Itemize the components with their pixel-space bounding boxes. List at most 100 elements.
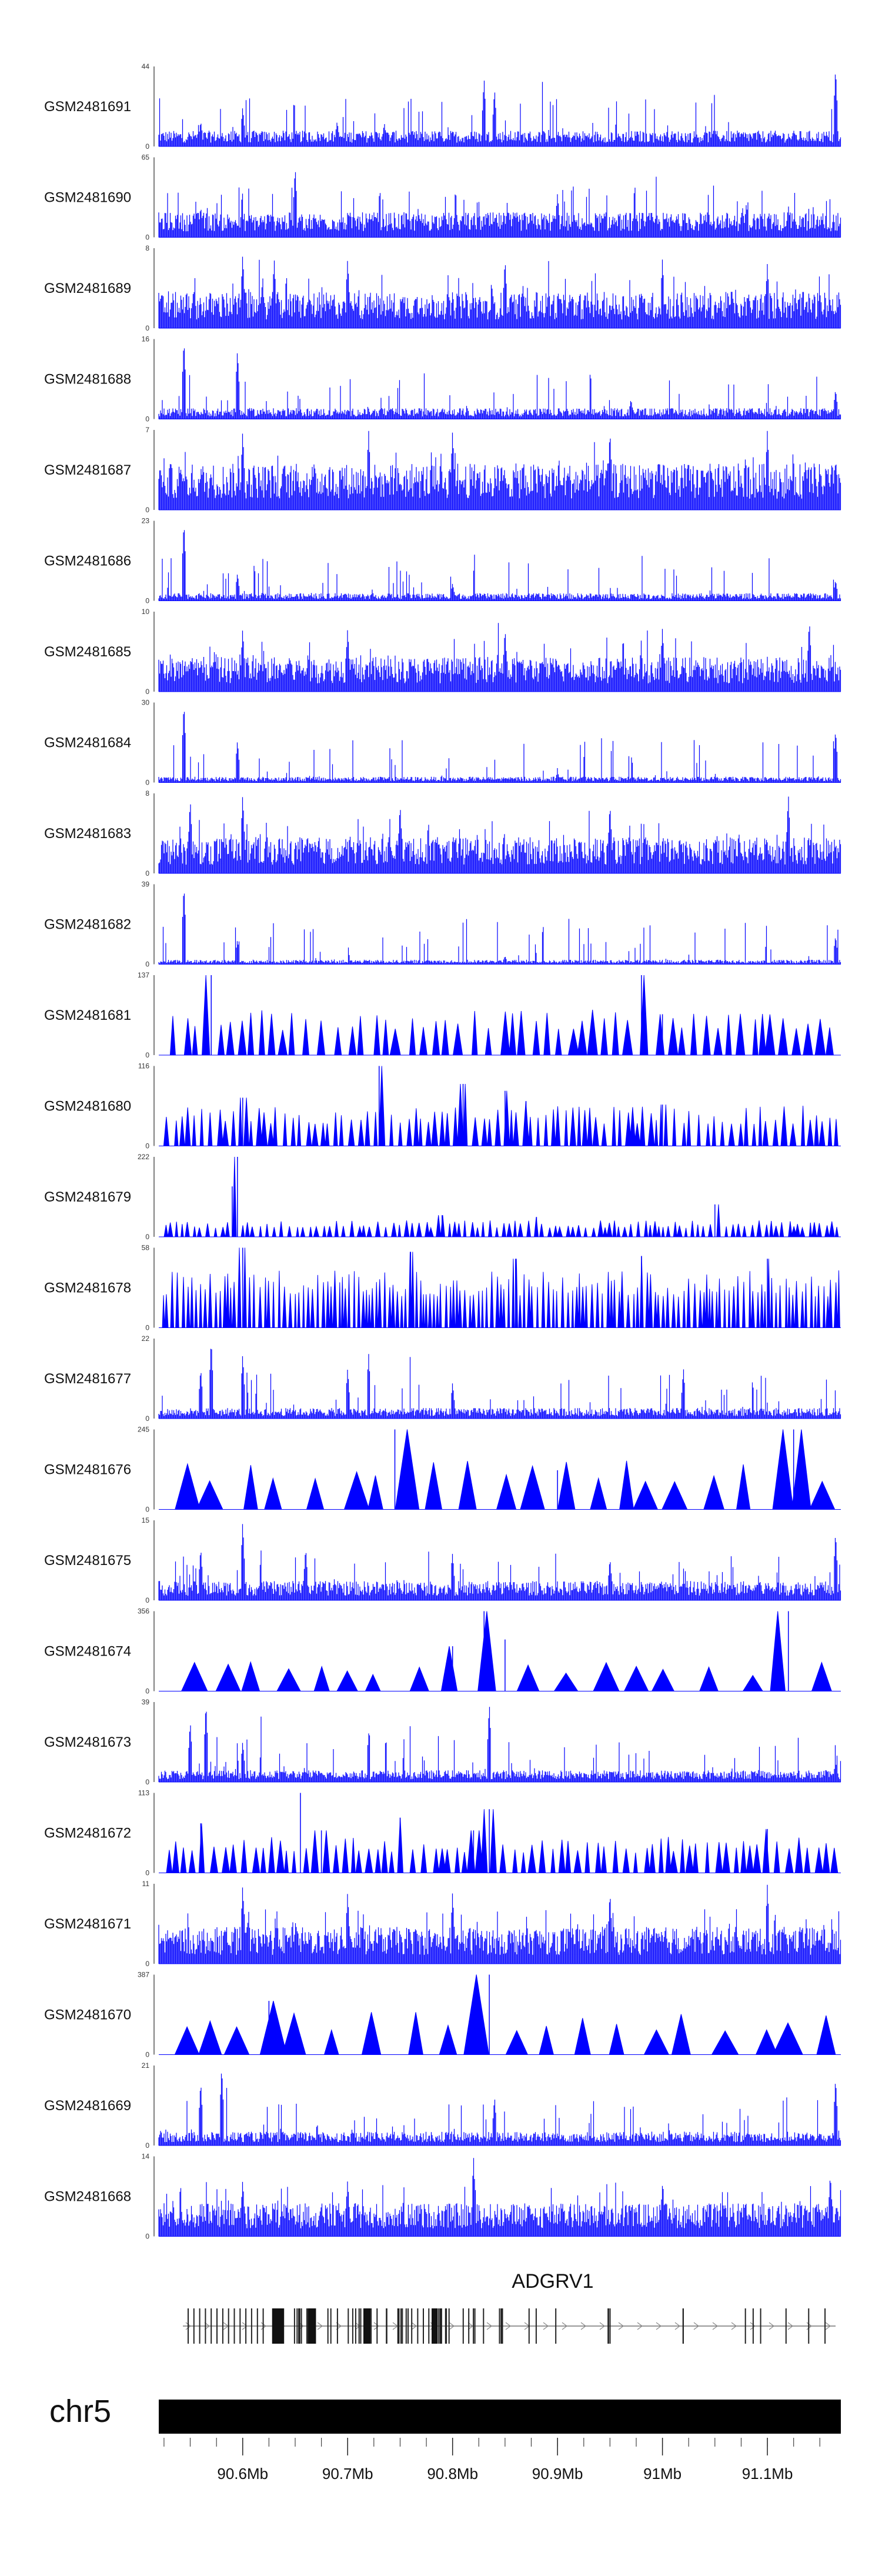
track-GSM2481677: GSM2481677 22 0 <box>44 1334 841 1423</box>
y-max-label: 10 <box>142 608 150 616</box>
y-max-label: 65 <box>142 154 150 162</box>
track-GSM2481684: GSM2481684 30 0 <box>44 699 841 787</box>
axis-tick-label: 90.9Mb <box>532 2465 583 2482</box>
y-max-label: 39 <box>142 880 150 889</box>
gene-exon-block <box>432 2308 437 2344</box>
track-label: GSM2481673 <box>44 1734 131 1750</box>
gene-label: ADGRV1 <box>512 2270 593 2293</box>
track-label: GSM2481690 <box>44 190 131 206</box>
track-label: GSM2481687 <box>44 462 131 478</box>
track-label: GSM2481680 <box>44 1099 131 1115</box>
y-min-label: 0 <box>145 415 149 423</box>
signal-peaks <box>181 1611 833 1691</box>
y-min-label: 0 <box>145 1233 149 1241</box>
axis-tick-label: 90.7Mb <box>322 2465 373 2482</box>
y-max-label: 39 <box>142 1698 150 1706</box>
track-GSM2481675: GSM2481675 15 0 <box>44 1516 841 1604</box>
y-max-label: 8 <box>145 244 149 252</box>
signal-bars <box>158 796 841 873</box>
track-GSM2481672: GSM2481672 113 0 <box>44 1789 841 1877</box>
track-GSM2481683: GSM2481683 8 0 <box>44 789 841 877</box>
track-GSM2481669: GSM2481669 21 0 <box>44 2061 841 2150</box>
track-GSM2481671: GSM2481671 11 0 <box>44 1880 841 1968</box>
y-min-label: 0 <box>145 2233 149 2241</box>
signal-peaks <box>166 1809 838 1873</box>
y-min-label: 0 <box>145 960 149 969</box>
track-GSM2481681: GSM2481681 137 0 <box>44 971 841 1059</box>
y-min-label: 0 <box>145 1596 149 1604</box>
track-label: GSM2481677 <box>44 1371 131 1387</box>
track-label: GSM2481682 <box>44 917 131 933</box>
axis-tick-label: 90.8Mb <box>427 2465 478 2482</box>
y-max-label: 21 <box>142 2061 150 2070</box>
y-min-label: 0 <box>145 1960 149 1968</box>
track-label: GSM2481691 <box>44 99 131 115</box>
track-label: GSM2481668 <box>44 2189 131 2205</box>
y-max-label: 222 <box>138 1153 149 1161</box>
y-max-label: 44 <box>142 62 150 71</box>
signal-bars <box>158 530 841 601</box>
track-label: GSM2481685 <box>44 644 131 660</box>
gene-exon-block <box>363 2308 370 2344</box>
signal-tracks: GSM2481691440GSM2481690650GSM248168980GS… <box>44 62 841 2241</box>
y-max-label: 7 <box>145 426 149 434</box>
chromosome-label: chr5 <box>49 2394 111 2429</box>
signal-bars <box>158 1707 841 1782</box>
track-label: GSM2481674 <box>44 1644 131 1660</box>
track-label: GSM2481675 <box>44 1553 131 1569</box>
gene-exon-block <box>272 2308 284 2344</box>
y-min-label: 0 <box>145 142 149 151</box>
gene-exon-block <box>308 2308 316 2344</box>
y-min-label: 0 <box>145 1414 149 1423</box>
y-max-label: 30 <box>142 699 150 707</box>
track-label: GSM2481678 <box>44 1280 131 1296</box>
track-GSM2481678: GSM2481678 58 0 <box>44 1244 841 1332</box>
y-max-label: 116 <box>138 1062 149 1070</box>
chromosome-band <box>159 2400 841 2434</box>
track-GSM2481689: GSM2481689 8 0 <box>44 244 841 332</box>
signal-bars <box>158 256 841 328</box>
y-min-label: 0 <box>145 2141 149 2150</box>
signal-bars <box>158 893 841 965</box>
signal-peaks <box>162 1247 840 1328</box>
signal-bars <box>158 1524 841 1600</box>
track-GSM2481686: GSM2481686 23 0 <box>44 517 841 605</box>
signal-bars <box>158 2073 841 2145</box>
track-GSM2481688: GSM2481688 16 0 <box>44 335 841 423</box>
signal-peaks <box>174 1974 836 2055</box>
y-max-label: 22 <box>142 1334 150 1343</box>
y-min-label: 0 <box>145 1778 149 1786</box>
signal-peaks <box>169 975 834 1056</box>
y-max-label: 137 <box>138 971 149 979</box>
track-label: GSM2481688 <box>44 372 131 388</box>
y-min-label: 0 <box>145 869 149 877</box>
y-min-label: 0 <box>145 688 149 696</box>
y-max-label: 16 <box>142 335 150 343</box>
axis-tick-label: 91.1Mb <box>742 2465 793 2482</box>
signal-bars <box>158 2158 841 2237</box>
y-max-label: 58 <box>142 1244 150 1252</box>
signal-bars <box>158 74 841 146</box>
y-max-label: 8 <box>145 789 149 798</box>
axis-tick-label: 90.6Mb <box>217 2465 268 2482</box>
signal-peaks <box>175 1429 836 1510</box>
signal-peaks <box>163 1066 838 1146</box>
y-min-label: 0 <box>145 1506 149 1514</box>
track-GSM2481674: GSM2481674 356 0 <box>44 1607 841 1696</box>
y-min-label: 0 <box>145 1869 149 1877</box>
y-min-label: 0 <box>145 233 149 242</box>
signal-peaks <box>163 1156 839 1237</box>
y-max-label: 15 <box>142 1516 150 1524</box>
track-label: GSM2481686 <box>44 553 131 569</box>
track-GSM2481676: GSM2481676 245 0 <box>44 1426 841 1514</box>
track-label: GSM2481681 <box>44 1007 131 1023</box>
track-GSM2481668: GSM2481668 14 0 <box>44 2153 841 2241</box>
genomic-axis: 90.6Mb 90.7Mb 90.8Mb 90.9Mb 91Mb 91.1Mb <box>163 2438 820 2482</box>
track-GSM2481679: GSM2481679 222 0 <box>44 1153 841 1241</box>
y-min-label: 0 <box>145 1687 149 1696</box>
track-GSM2481670: GSM2481670 387 0 <box>44 1971 841 2059</box>
signal-bars <box>158 712 841 783</box>
chromosome-ideogram: chr5 <box>49 2394 841 2434</box>
signal-bars <box>158 431 841 510</box>
